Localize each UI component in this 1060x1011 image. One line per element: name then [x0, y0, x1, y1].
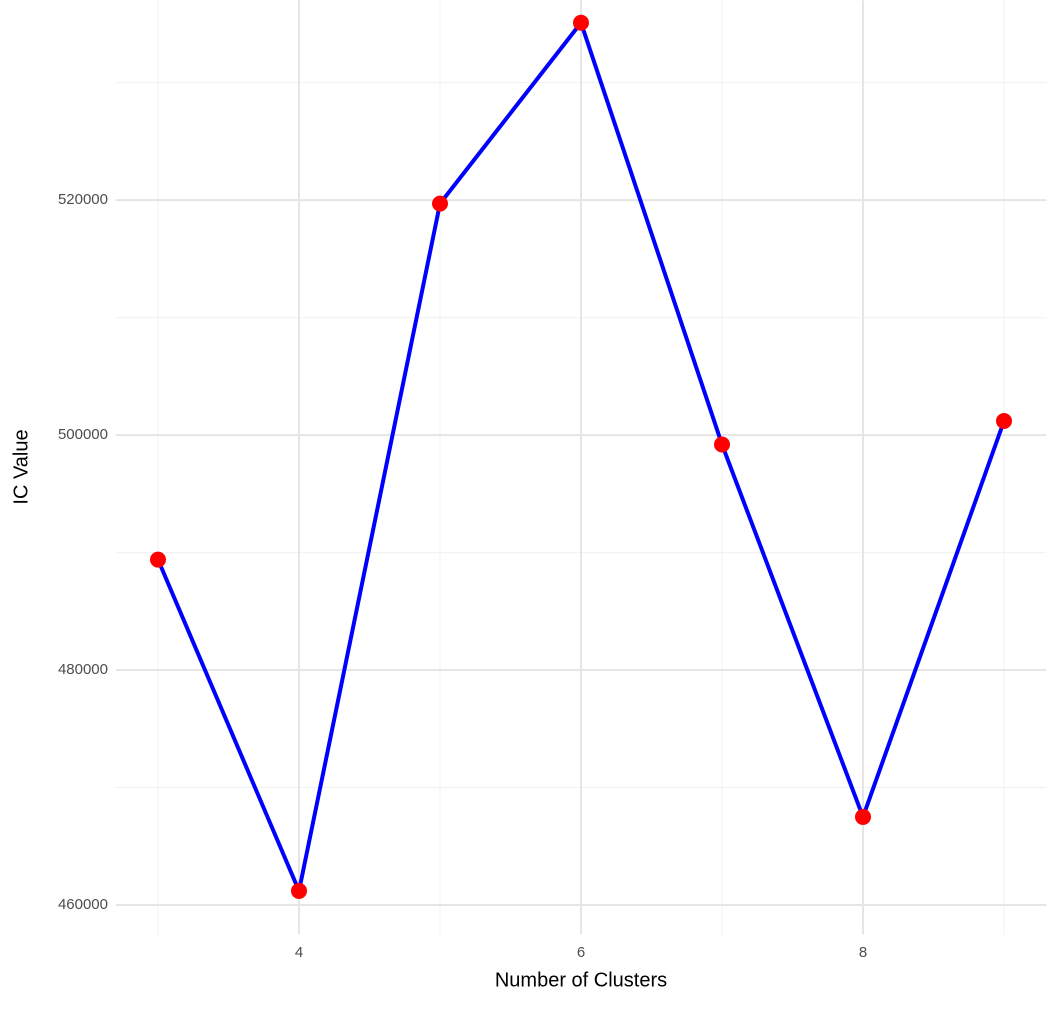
x-tick-label: 4	[295, 944, 303, 961]
grid	[115, 0, 1047, 935]
x-tick-label: 6	[577, 944, 585, 961]
data-point	[996, 412, 1012, 429]
data-point	[714, 436, 730, 453]
data-point	[291, 882, 307, 899]
y-tick-label: 480000	[58, 661, 108, 678]
y-tick-label: 500000	[58, 426, 108, 443]
data-point	[150, 551, 166, 568]
y-axis-title: IC Value	[10, 429, 32, 504]
data-point	[573, 14, 589, 31]
y-tick-label: 460000	[58, 896, 108, 913]
x-tick-label: 8	[859, 944, 867, 961]
data-point	[855, 808, 871, 825]
y-tick-label: 520000	[58, 191, 108, 208]
data-point	[432, 195, 448, 212]
x-axis-title: Number of Clusters	[495, 969, 667, 991]
